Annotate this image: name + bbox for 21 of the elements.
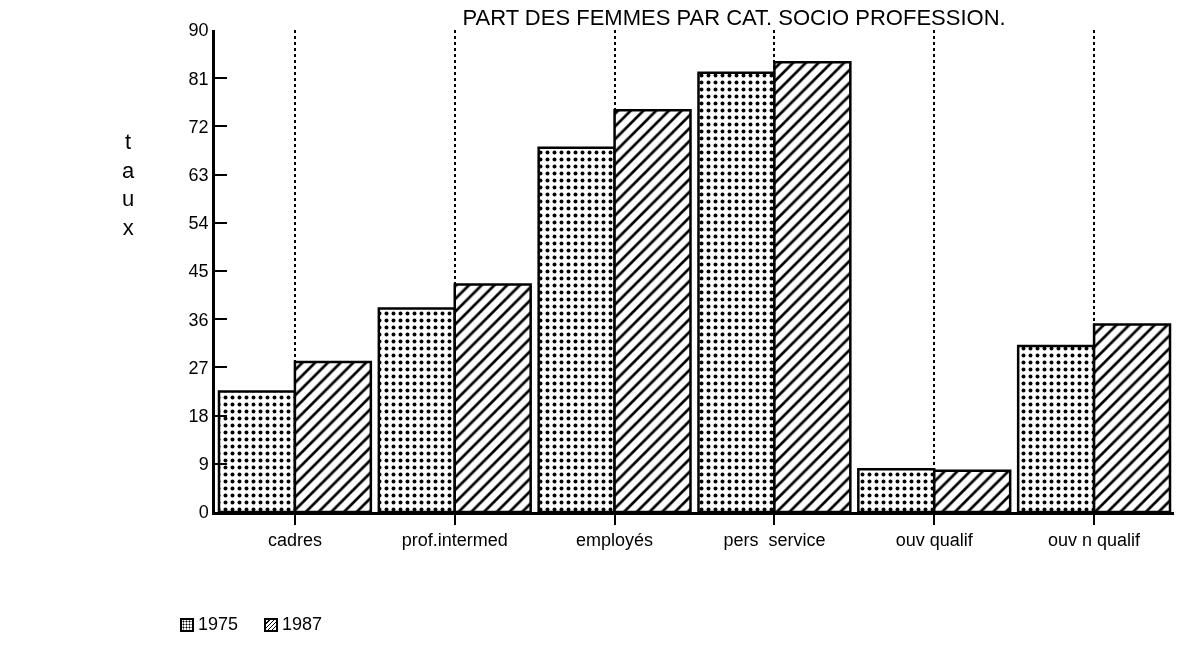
y-tick-label: 63 bbox=[188, 164, 209, 185]
x-tick-label: ouv qualif bbox=[895, 530, 974, 551]
x-tick-label: prof.intermed bbox=[401, 530, 508, 551]
x-tick-label: pers service bbox=[723, 530, 826, 551]
y-axis-title: taux bbox=[122, 129, 135, 240]
y-tick-label: 81 bbox=[188, 68, 209, 89]
y-tick-label: 90 bbox=[188, 20, 209, 41]
y-tick-label: 72 bbox=[188, 116, 209, 137]
y-tick-label: 0 bbox=[198, 502, 209, 523]
y-tick-label: 18 bbox=[188, 405, 209, 426]
y-tick-label: 54 bbox=[188, 213, 209, 234]
chart-title: PART DES FEMMES PAR CAT. SOCIO PROFESSION. bbox=[462, 5, 1006, 31]
y-tick-label: 36 bbox=[188, 309, 209, 330]
x-tick-label: cadres bbox=[267, 530, 322, 551]
legend-label: 1975 bbox=[198, 614, 239, 635]
legend-label: 1987 bbox=[282, 614, 323, 635]
y-tick-label: 45 bbox=[188, 261, 209, 282]
x-tick-label: employés bbox=[576, 530, 654, 551]
y-tick-label: 27 bbox=[188, 357, 209, 378]
x-tick-label: ouv n qualif bbox=[1048, 530, 1142, 551]
y-tick-label: 9 bbox=[198, 454, 209, 475]
